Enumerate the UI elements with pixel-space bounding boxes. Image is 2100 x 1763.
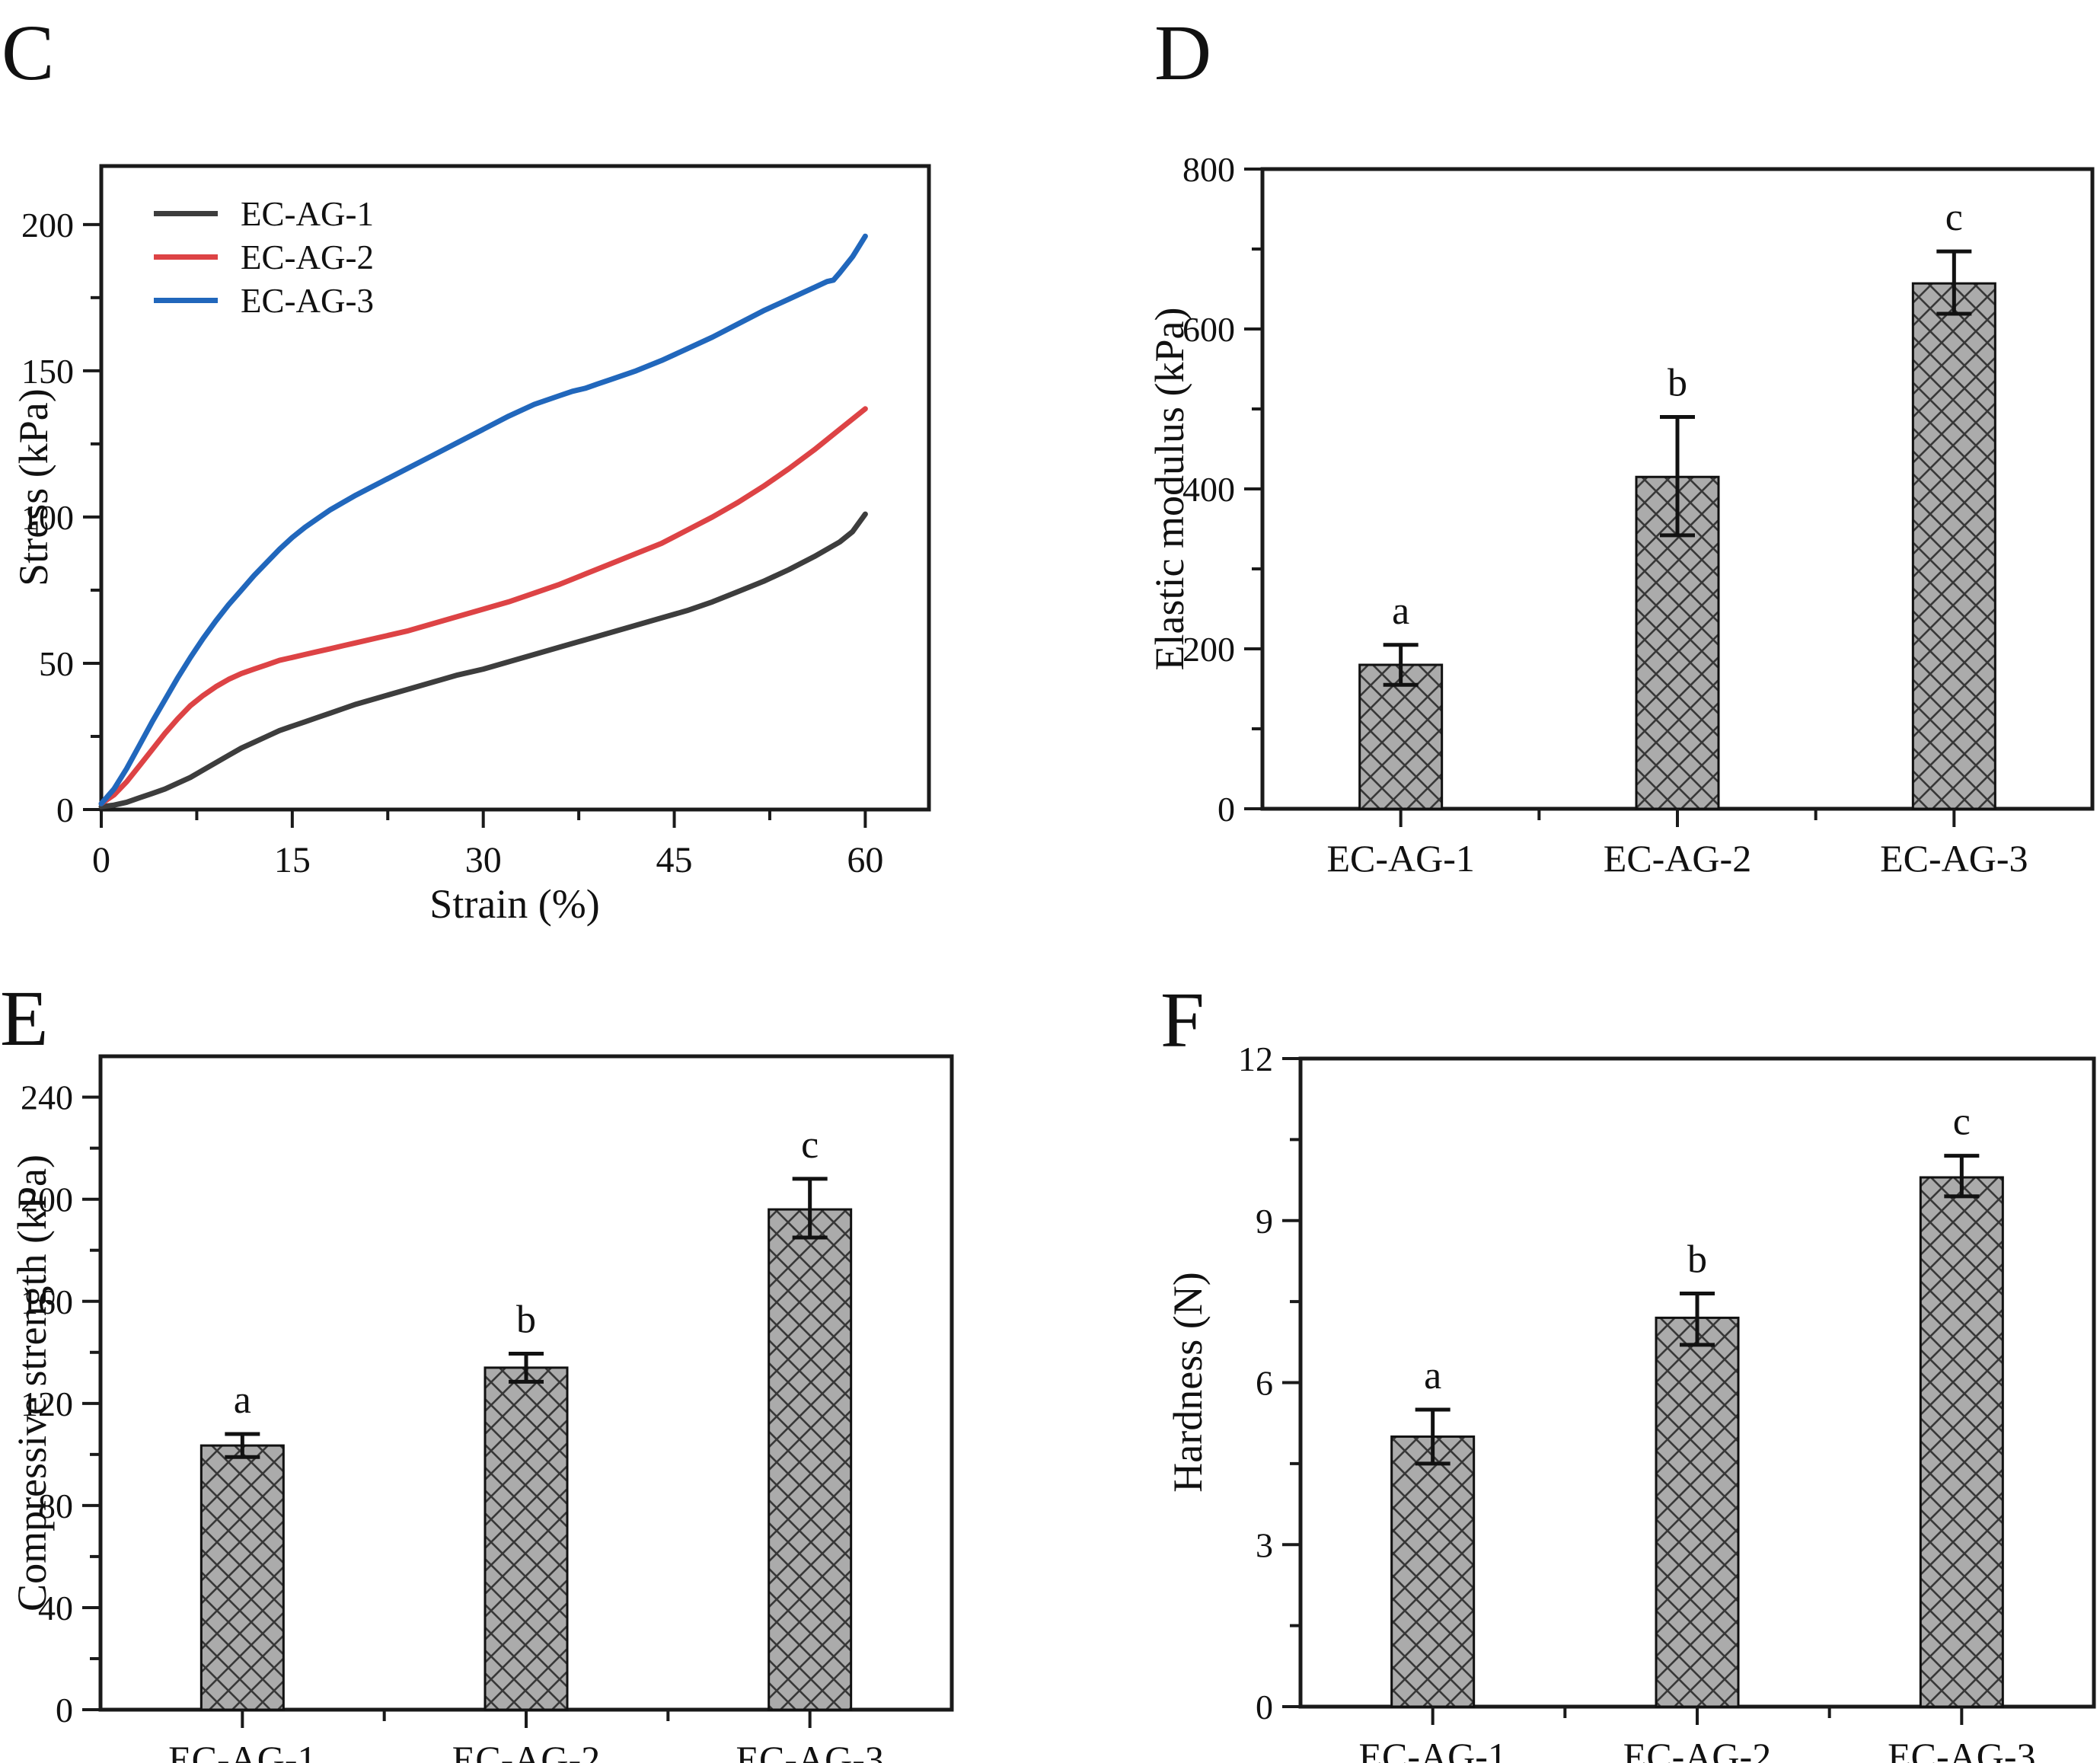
sig-letter: b [1687, 1238, 1707, 1281]
svg-text:0: 0 [1218, 790, 1235, 829]
bar-ec-ag-2 [484, 1366, 569, 1711]
sig-letter: c [1945, 196, 1963, 239]
svg-text:15: 15 [274, 840, 311, 880]
category-label: EC-AG-2 [1604, 837, 1751, 880]
category-label: EC-AG-2 [1623, 1735, 1771, 1763]
svg-text:12: 12 [1238, 1040, 1273, 1078]
legend-label: EC-AG-3 [241, 281, 374, 320]
panel-c-letter: C [2, 9, 55, 97]
sig-letter: b [1668, 362, 1687, 405]
sig-letter: a [234, 1378, 251, 1422]
svg-text:120: 120 [21, 1385, 73, 1423]
curve-ec-ag-3 [98, 233, 868, 806]
curve-ec-ag-1 [98, 511, 868, 810]
bar-ec-ag-1 [1390, 1435, 1476, 1708]
sig-letter: b [516, 1298, 536, 1341]
svg-text:0: 0 [56, 1691, 73, 1729]
svg-text:400: 400 [1182, 470, 1235, 509]
legend-line-swatch-ec-ag-2 [154, 254, 218, 260]
panel-f-y-axis-title: Hardness (N) [1165, 1272, 1211, 1493]
category-label: EC-AG-3 [736, 1738, 883, 1763]
svg-text:600: 600 [1182, 310, 1235, 349]
legend-line-swatch-ec-ag-1 [154, 211, 218, 216]
svg-text:0: 0 [92, 840, 110, 880]
panel-e-y-axis-title: Compressive strength (kPa) [9, 1155, 55, 1611]
panel-c-plot: 0 50 100 150 200 0 15 30 45 60 [21, 164, 931, 880]
svg-text:30: 30 [465, 840, 502, 880]
sig-letter: a [1392, 589, 1409, 633]
svg-text:240: 240 [21, 1078, 73, 1117]
category-label: EC-AG-1 [1358, 1735, 1506, 1763]
panel-d-y-axis-title: Elastic modulus (kPa) [1147, 307, 1192, 671]
svg-text:3: 3 [1256, 1525, 1273, 1564]
legend-line-swatch-ec-ag-3 [154, 298, 218, 303]
svg-text:60: 60 [847, 840, 883, 880]
legend-item: EC-AG-1 [154, 192, 374, 235]
svg-text:200: 200 [21, 206, 74, 244]
svg-text:160: 160 [21, 1282, 73, 1321]
legend-label: EC-AG-2 [241, 238, 374, 276]
sig-letter: a [1424, 1354, 1441, 1397]
sig-letter: c [801, 1123, 819, 1167]
panel-f-plot: 0 3 6 9 12 a EC-AG-1 b EC-AG-2 c EC-AG-3 [1238, 1040, 2096, 1763]
panel-d-plot: 0 200 400 600 800 a EC-AG-1 b EC-AG-2 c EC-AG-3 [1182, 150, 2095, 880]
panel-e-plot: 0 40 80 120 160 200 240 a EC-AG-1 b EC-AG-2 c EC-AG-… [21, 1054, 954, 1763]
legend-item: EC-AG-3 [154, 279, 374, 322]
svg-text:100: 100 [21, 498, 74, 537]
panel-c-legend: EC-AG-1 EC-AG-2 EC-AG-3 [154, 192, 374, 322]
svg-text:45: 45 [656, 840, 693, 880]
sig-letter: c [1953, 1100, 1971, 1144]
bar-ec-ag-3 [768, 1208, 853, 1711]
panel-c-y-axis-title: Stress (kPa) [11, 388, 56, 586]
svg-text:200: 200 [1182, 630, 1235, 669]
svg-text:200: 200 [21, 1180, 73, 1219]
category-label: EC-AG-1 [1326, 837, 1474, 880]
bar-ec-ag-3 [1919, 1176, 2004, 1708]
svg-text:150: 150 [21, 352, 74, 391]
category-label: EC-AG-3 [1888, 1735, 2035, 1763]
svg-text:80: 80 [38, 1487, 73, 1525]
category-label: EC-AG-1 [168, 1738, 316, 1763]
legend-label: EC-AG-1 [241, 194, 374, 233]
category-label: EC-AG-3 [1880, 837, 2028, 880]
bar-ec-ag-1 [1358, 663, 1444, 810]
panel-f-letter: F [1160, 976, 1205, 1064]
curve-ec-ag-2 [98, 406, 868, 806]
panel-e-letter: E [0, 975, 49, 1062]
svg-text:0: 0 [1256, 1688, 1273, 1726]
svg-text:9: 9 [1256, 1202, 1273, 1241]
svg-text:0: 0 [56, 790, 74, 829]
panel-c-x-axis-title: Strain (%) [429, 881, 600, 927]
category-label: EC-AG-2 [452, 1738, 600, 1763]
bar-ec-ag-3 [1911, 282, 1996, 810]
bar-ec-ag-1 [199, 1444, 285, 1711]
legend-item: EC-AG-2 [154, 235, 374, 279]
svg-text:40: 40 [38, 1589, 73, 1627]
bar-ec-ag-2 [1655, 1316, 1740, 1708]
svg-text:50: 50 [39, 644, 74, 683]
svg-text:800: 800 [1182, 150, 1235, 189]
panel-d-letter: D [1154, 9, 1212, 97]
svg-text:6: 6 [1256, 1364, 1273, 1403]
